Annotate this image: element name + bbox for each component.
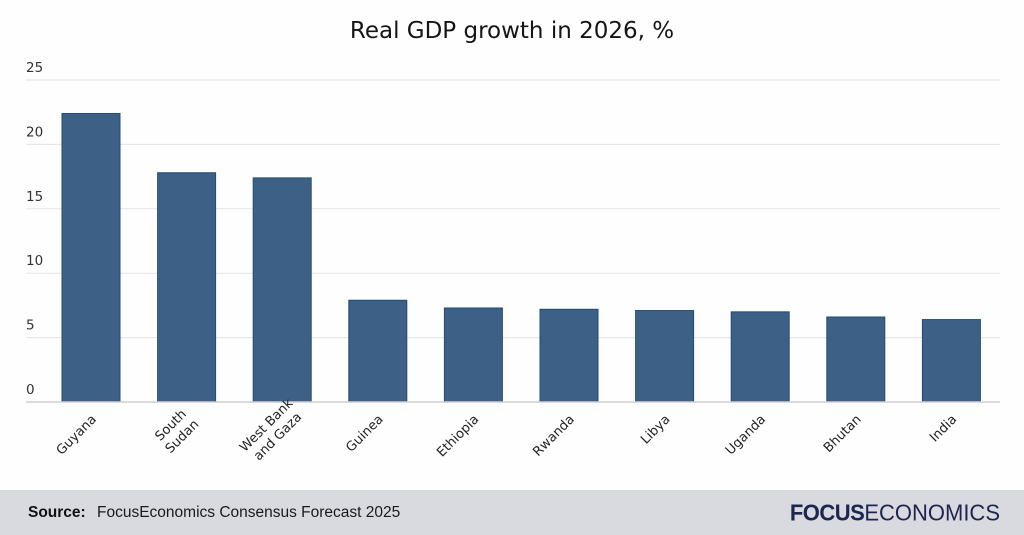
x-tick-label-line: Uganda bbox=[723, 412, 769, 458]
x-tick-label: Bhutan bbox=[821, 412, 865, 456]
bar-bhutan bbox=[826, 316, 886, 403]
logo-bold-part: FOCUS bbox=[789, 499, 865, 526]
bar-rwanda bbox=[539, 308, 599, 403]
bar-india bbox=[921, 319, 981, 403]
x-tick-label: Libya bbox=[638, 412, 673, 447]
bar-libya bbox=[635, 310, 695, 403]
bar-south-sudan bbox=[157, 172, 217, 403]
bars bbox=[61, 112, 981, 403]
focuseconomics-logo: FOCUSECONOMICS bbox=[790, 499, 1000, 526]
bar-uganda bbox=[730, 311, 790, 403]
x-tick-label-line: Bhutan bbox=[821, 412, 865, 456]
bar-guinea bbox=[348, 299, 408, 403]
footer: Source: FocusEconomics Consensus Forecas… bbox=[0, 490, 1024, 535]
y-tick-label: 5 bbox=[26, 318, 35, 334]
x-tick-label: Guyana bbox=[54, 412, 100, 458]
x-tick-label-line: Libya bbox=[638, 412, 673, 447]
x-tick-label-line: Guyana bbox=[54, 412, 100, 458]
source-label: Source: bbox=[28, 504, 86, 521]
bar-west-bank-and-gaza bbox=[252, 177, 312, 403]
x-tick-label: Rwanda bbox=[530, 412, 577, 459]
bar-chart: 0 5 10 15 20 25 Guyana SouthSudan West Bankand … bbox=[26, 60, 1000, 467]
x-tick-label-line: Ethiopia bbox=[434, 412, 482, 460]
x-tick-label: SouthSudan bbox=[151, 406, 202, 457]
x-tick-label: Guinea bbox=[343, 412, 386, 455]
y-tick-label: 0 bbox=[26, 382, 35, 398]
y-tick-label: 25 bbox=[26, 60, 43, 76]
chart-title: Real GDP growth in 2026, % bbox=[349, 18, 675, 44]
x-tick-label: West Bankand Gaza bbox=[237, 396, 308, 467]
x-tick-label: Uganda bbox=[723, 412, 769, 458]
bar-ethiopia bbox=[443, 307, 503, 403]
x-tick-label-line: Guinea bbox=[343, 412, 386, 455]
y-tick-label: 15 bbox=[26, 189, 43, 205]
x-tick-label-line: Rwanda bbox=[530, 412, 577, 459]
y-axis-ticks: 0 5 10 15 20 25 bbox=[26, 60, 43, 398]
logo-light-part: ECONOMICS bbox=[864, 499, 1000, 526]
x-tick-label-line: India bbox=[927, 412, 960, 445]
x-tick-label: Ethiopia bbox=[434, 412, 482, 460]
x-tick-label: India bbox=[927, 412, 960, 445]
bar-guyana bbox=[61, 112, 121, 403]
y-tick-label: 10 bbox=[26, 253, 43, 269]
source-text: FocusEconomics Consensus Forecast 2025 bbox=[97, 504, 401, 521]
y-tick-label: 20 bbox=[26, 124, 43, 140]
x-axis-labels: Guyana SouthSudan West Bankand Gaza Guinea E… bbox=[54, 396, 960, 467]
